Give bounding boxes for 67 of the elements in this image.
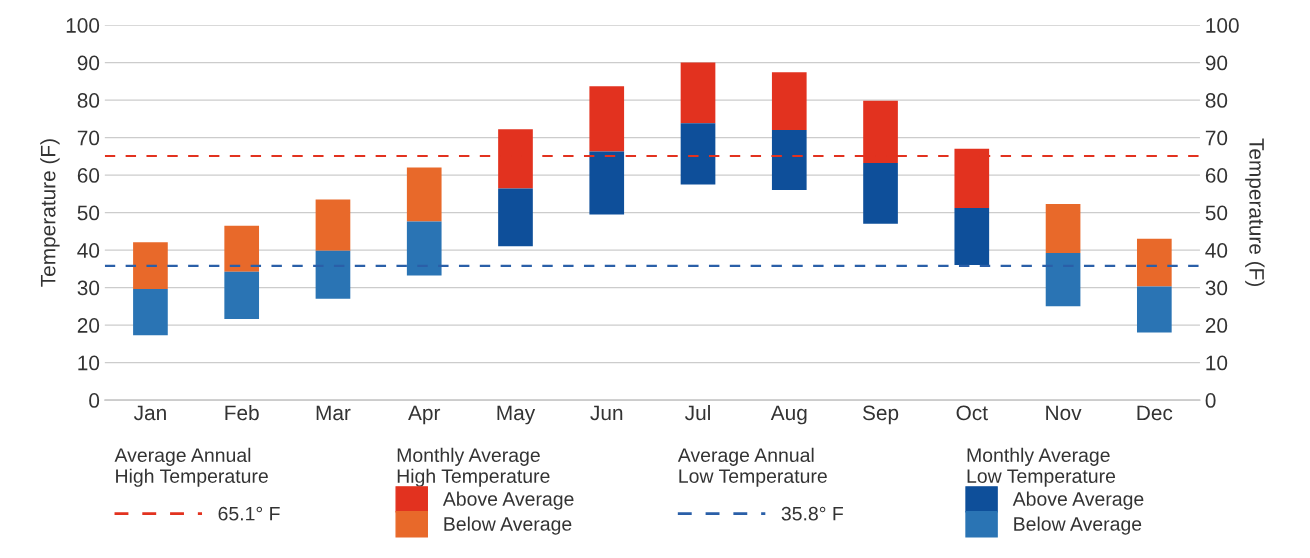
bar [224, 271, 260, 320]
text: Monthly Average High Temperature [397, 447, 550, 487]
x-tick-label: May [497, 405, 536, 425]
y2-tick-label: 80 [1205, 93, 1228, 108]
x-tick-label: Sep [862, 405, 899, 425]
y2-tick-label: 0 [1205, 393, 1216, 408]
legend-label: Above Average [1012, 491, 1144, 510]
bar [589, 151, 625, 215]
bar [133, 242, 168, 290]
x-tick-label: Aug [770, 405, 807, 425]
legend-label: Above Average [442, 491, 574, 510]
bar [954, 208, 990, 266]
bar [315, 199, 351, 251]
y-tick-label: 80 [77, 93, 100, 108]
y-tick-label: 40 [77, 243, 100, 258]
bar [1136, 238, 1172, 287]
y2-tick-label: 90 [1205, 55, 1228, 71]
bar [1045, 253, 1081, 307]
y-tick-label: 0 [89, 393, 100, 408]
y2-tick-label: 20 [1205, 318, 1228, 333]
bar [498, 188, 533, 247]
y-tick-label: 20 [77, 318, 100, 333]
legend-label: Below Average [1014, 516, 1142, 535]
legend-label: Below Average [444, 516, 572, 535]
y2-tick-label: 50 [1205, 205, 1228, 221]
y2-tick-label: 100 [1206, 18, 1239, 33]
bar [1136, 286, 1172, 333]
bar [771, 130, 807, 191]
x-tick-label: Feb [225, 404, 259, 421]
legend-label: 35.8° F [781, 506, 843, 521]
bar [863, 163, 898, 224]
y-tick-label: 10 [78, 355, 100, 371]
x-tick-label: Jan [133, 405, 166, 421]
bar [406, 167, 442, 222]
text: Average Annual High Temperature [114, 447, 268, 487]
bar [315, 250, 351, 299]
y2-axis-title: Temperature (F) [1245, 138, 1265, 286]
x-tick-label: Jul [685, 404, 710, 421]
bar [680, 62, 716, 124]
y-tick-label: 30 [77, 280, 100, 296]
x-tick-label: Apr [408, 405, 441, 425]
legend-label: 65.1° F [218, 506, 280, 521]
x-tick-label: Mar [316, 405, 351, 421]
x-tick-label: Jun [590, 405, 623, 421]
y2-tick-label: 40 [1205, 243, 1228, 258]
y2-tick-label: 30 [1205, 280, 1228, 296]
bar [680, 123, 716, 185]
y-tick-label: 60 [77, 168, 100, 183]
x-tick-label: Nov [1046, 405, 1082, 421]
x-tick-label: Dec [1137, 405, 1173, 421]
x-tick-label: Oct [956, 405, 988, 421]
y2-tick-label: 10 [1206, 355, 1228, 371]
y-tick-label: 50 [77, 205, 100, 221]
text: Average Annual Low Temperature [677, 447, 827, 487]
bar [224, 225, 260, 272]
text: Monthly Average Low Temperature [967, 447, 1116, 487]
bar [771, 72, 807, 131]
bar [1045, 203, 1081, 254]
y-tick-label: 90 [77, 55, 100, 71]
y-axis-title: Temperature (F) [40, 139, 60, 287]
y-tick-label: 70 [77, 130, 100, 146]
y-tick-label: 100 [66, 18, 100, 33]
bar [133, 289, 168, 336]
y2-tick-label: 60 [1205, 168, 1228, 183]
bar [589, 86, 625, 152]
bar [406, 221, 442, 276]
y2-tick-label: 70 [1205, 130, 1228, 146]
